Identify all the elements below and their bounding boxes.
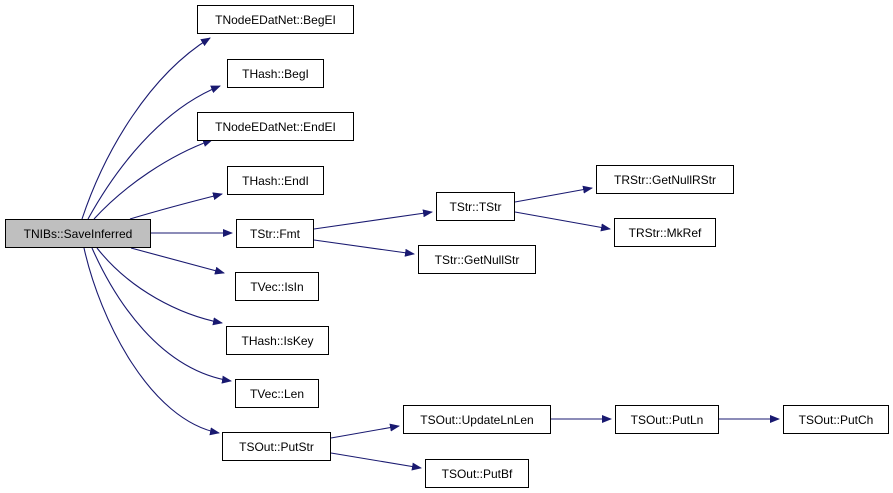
edge-root-to-isin [130,247,225,275]
node-tnodeedatnet-begei[interactable]: TNodeEDatNet::BegEI [197,5,354,34]
node-tstr-getnullstr[interactable]: TStr::GetNullStr [418,245,536,274]
node-tstr-fmt[interactable]: TStr::Fmt [236,219,314,248]
node-tsout-putln[interactable]: TSOut::PutLn [615,405,719,434]
node-tnibs-saveinferred[interactable]: TNIBs::SaveInferred [5,219,151,248]
edge-fmt-to-tstr [313,209,433,230]
edge-tstr-to-getnullrstr [514,185,593,203]
edge-putstr-to-putbf [330,452,422,471]
edge-root-to-endi [129,192,223,220]
node-tsout-putch[interactable]: TSOut::PutCh [783,405,889,434]
edge-root-to-iskey [96,247,223,326]
edge-root-to-len [91,247,232,384]
node-tsout-putbf[interactable]: TSOut::PutBf [425,459,529,488]
edge-root-to-begi [87,85,221,220]
node-trstr-getnullrstr[interactable]: TRStr::GetNullRStr [596,165,734,194]
node-trstr-mkref[interactable]: TRStr::MkRef [614,218,716,247]
edge-root-to-begel [81,37,211,220]
edge-tstr-to-mkref [514,211,611,232]
node-thash-begi[interactable]: THash::BegI [227,59,324,88]
node-tstr-tstr[interactable]: TStr::TStr [436,192,515,221]
node-tvec-len[interactable]: TVec::Len [235,379,319,408]
node-tnodeedatnet-endei[interactable]: TNodeEDatNet::EndEI [197,112,354,141]
node-tvec-isin[interactable]: TVec::IsIn [235,272,319,301]
node-thash-iskey[interactable]: THash::IsKey [226,326,329,355]
node-tsout-putstr[interactable]: TSOut::PutStr [222,432,331,461]
node-tsout-updatelnlen[interactable]: TSOut::UpdateLnLen [403,405,551,434]
edge-putstr-to-updatelnlen [330,423,400,439]
node-thash-endi[interactable]: THash::EndI [227,166,324,195]
edge-root-to-endel [93,139,213,220]
edge-root-to-putstr [83,247,220,436]
edge-fmt-to-getnullstr [313,239,415,257]
